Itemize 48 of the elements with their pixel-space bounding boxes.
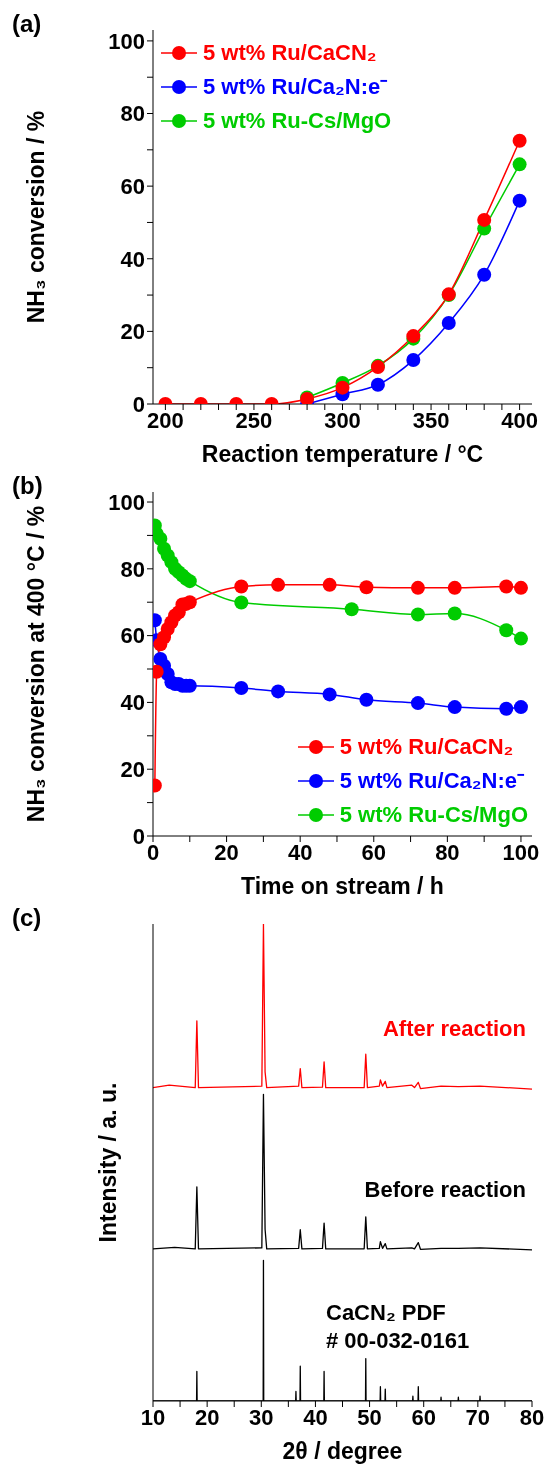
series-label: After reaction xyxy=(382,1016,526,1042)
y-tick-label: 0 xyxy=(132,391,145,417)
x-tick-label: 250 xyxy=(235,407,273,433)
x-tick-label: 20 xyxy=(214,839,239,865)
y-tick-label: 40 xyxy=(120,690,145,716)
x-tick-label: 60 xyxy=(411,1404,436,1430)
y-axis-title: NH₃ conversion at 400 °C / % xyxy=(23,505,50,823)
x-axis-title: Time on stream / h xyxy=(241,873,444,899)
legend-label: 5 wt% Ru/Ca₂N:e⁻ xyxy=(339,767,525,795)
y-tick-label: 80 xyxy=(120,101,145,127)
x-tick-label: 50 xyxy=(357,1404,382,1430)
y-tick-label: 60 xyxy=(120,623,145,649)
legend-label: 5 wt% Ru/CaCN₂ xyxy=(203,39,377,67)
x-tick-label: 30 xyxy=(249,1404,274,1430)
x-axis-title: Reaction temperature / °C xyxy=(201,441,484,467)
x-tick-label: 60 xyxy=(361,839,387,865)
x-tick-label: 80 xyxy=(435,839,460,865)
y-tick-label: 100 xyxy=(108,28,145,54)
y-tick-label: 100 xyxy=(108,489,145,515)
x-tick-label: 200 xyxy=(147,407,184,433)
y-tick-label: 20 xyxy=(120,319,145,345)
series-label: Before reaction xyxy=(364,1176,526,1202)
y-axis-title: Intensity / a. u. xyxy=(95,1082,122,1243)
x-tick-label: 80 xyxy=(519,1404,545,1430)
y-tick-label: 40 xyxy=(120,246,145,272)
legend-label: 5 wt% Ru-Cs/MgO xyxy=(339,801,528,829)
y-tick-label: 80 xyxy=(120,556,145,582)
x-axis-title: 2θ / degree xyxy=(282,1438,403,1464)
x-tick-label: 300 xyxy=(324,407,361,433)
x-tick-label: 70 xyxy=(465,1404,491,1430)
y-tick-label: 60 xyxy=(120,173,145,199)
legend-label: 5 wt% Ru/CaCN₂ xyxy=(339,733,514,761)
y-tick-label: 20 xyxy=(120,757,145,783)
chart-title: (b) xyxy=(12,472,43,500)
x-tick-label: 10 xyxy=(140,1404,166,1430)
x-tick-label: 350 xyxy=(412,407,450,433)
x-tick-label: 20 xyxy=(194,1404,220,1430)
x-tick-label: 40 xyxy=(303,1404,328,1430)
x-tick-label: 100 xyxy=(502,839,540,865)
series-label: CaCN₂ PDF # 00-032-0161 xyxy=(326,1300,470,1353)
chart-title: (c) xyxy=(12,904,42,932)
legend-label: 5 wt% Ru/Ca₂N:e⁻ xyxy=(203,73,388,101)
chart-title: (a) xyxy=(12,10,42,38)
x-tick-label: 400 xyxy=(501,407,538,433)
y-tick-label: 0 xyxy=(132,823,145,849)
y-axis-title: NH₃ conversion / % xyxy=(23,110,50,324)
legend-label: 5 wt% Ru-Cs/MgO xyxy=(203,107,392,135)
x-tick-label: 40 xyxy=(287,839,313,865)
